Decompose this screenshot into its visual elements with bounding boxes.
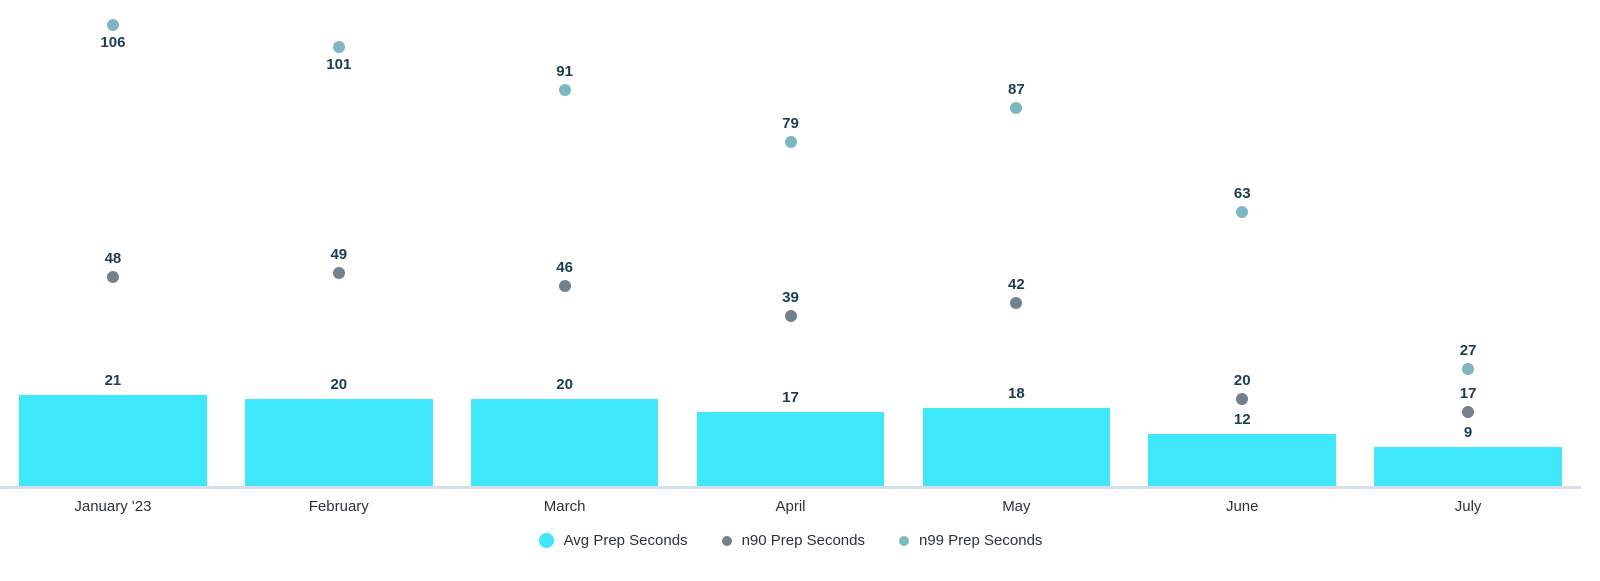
legend-item-n99-prep-seconds[interactable]: n99 Prep Seconds — [898, 532, 1043, 549]
legend-item-n90-prep-seconds[interactable]: n90 Prep Seconds — [721, 532, 865, 549]
n90-prep-seconds-dot[interactable] — [1236, 393, 1249, 405]
n99-prep-seconds-value-label: 101 — [326, 55, 352, 73]
avg-prep-seconds-bar[interactable] — [470, 399, 659, 486]
chart-column: 18 42 87 — [903, 0, 1129, 489]
chart-column: 21 48 106 — [0, 0, 226, 489]
chart-column: 20 49 101 — [226, 0, 452, 489]
n90-prep-seconds-value-label: 17 — [1459, 385, 1477, 403]
x-axis-label: April — [775, 498, 806, 515]
x-axis-line — [0, 486, 1581, 489]
chart-column: 12 20 63 — [1129, 0, 1355, 489]
legend-label: Avg Prep Seconds — [563, 532, 688, 549]
avg-prep-seconds-bar[interactable] — [1148, 433, 1336, 486]
n99-prep-seconds-legend-marker — [898, 535, 909, 546]
n99-prep-seconds-value-label: 87 — [1008, 80, 1025, 98]
avg-prep-seconds-bar[interactable] — [245, 399, 433, 486]
plot-area: 21 48 106 20 49 101 20 46 91 17 39 79 18 42 87 12 20 63 9 1… — [0, 0, 1581, 489]
n99-prep-seconds-dot[interactable] — [558, 84, 571, 97]
avg-prep-seconds-value-label: 20 — [330, 376, 348, 393]
x-axis-label: May — [1002, 498, 1031, 515]
legend: Avg Prep Seconds n90 Prep Seconds n99 Prep… — [0, 532, 1581, 549]
n90-prep-seconds-value-label: 20 — [1233, 372, 1251, 389]
avg-prep-seconds-bar[interactable] — [922, 407, 1111, 486]
avg-prep-seconds-value-label: 17 — [782, 389, 799, 407]
n99-prep-seconds-value-label: 63 — [1233, 184, 1251, 202]
avg-prep-seconds-bar[interactable] — [1374, 446, 1562, 486]
n90-prep-seconds-value-label: 42 — [1008, 276, 1025, 294]
n99-prep-seconds-dot[interactable] — [1010, 101, 1023, 114]
legend-item-avg-prep-seconds[interactable]: Avg Prep Seconds — [538, 532, 688, 549]
n99-prep-seconds-dot[interactable] — [1236, 205, 1249, 218]
n90-prep-seconds-dot[interactable] — [332, 266, 345, 279]
avg-prep-seconds-bar[interactable] — [19, 394, 207, 486]
n90-prep-seconds-value-label: 49 — [330, 245, 348, 263]
n90-prep-seconds-value-label: 46 — [556, 258, 573, 276]
n99-prep-seconds-dot[interactable] — [1462, 362, 1475, 375]
n99-prep-seconds-value-label: 91 — [556, 63, 573, 81]
prep-seconds-chart: 21 48 106 20 49 101 20 46 91 17 39 79 18 42 87 12 20 63 9 1… — [0, 0, 1581, 549]
avg-prep-seconds-value-label: 20 — [556, 376, 573, 393]
n99-prep-seconds-dot[interactable] — [106, 18, 119, 31]
n90-prep-seconds-dot[interactable] — [1010, 297, 1023, 310]
chart-column: 9 17 27 — [1355, 0, 1581, 489]
n90-prep-seconds-dot[interactable] — [1462, 406, 1475, 419]
chart-column: 17 39 79 — [678, 0, 904, 489]
n99-prep-seconds-value-label: 79 — [782, 115, 799, 133]
n99-prep-seconds-dot[interactable] — [332, 40, 345, 53]
n90-prep-seconds-dot[interactable] — [558, 279, 571, 292]
x-axis-label: July — [1454, 498, 1482, 515]
n90-prep-seconds-legend-marker — [721, 535, 732, 546]
legend-label: n90 Prep Seconds — [741, 532, 865, 549]
avg-prep-seconds-value-label: 18 — [1008, 384, 1025, 402]
legend-label: n99 Prep Seconds — [918, 532, 1043, 549]
chart-column: 20 46 91 — [452, 0, 678, 489]
x-axis-label: January '23 — [74, 498, 152, 515]
n90-prep-seconds-dot[interactable] — [106, 271, 119, 284]
avg-prep-seconds-bar[interactable] — [696, 412, 885, 486]
avg-prep-seconds-legend-marker — [538, 533, 554, 548]
n90-prep-seconds-dot[interactable] — [784, 310, 797, 323]
chart-columns: 21 48 106 20 49 101 20 46 91 17 39 79 18 42 87 12 20 63 9 1… — [0, 0, 1581, 489]
avg-prep-seconds-value-label: 21 — [104, 371, 122, 389]
x-axis-label: June — [1225, 498, 1259, 515]
avg-prep-seconds-value-label: 9 — [1463, 423, 1473, 441]
n99-prep-seconds-value-label: 27 — [1459, 341, 1477, 359]
avg-prep-seconds-value-label: 12 — [1233, 410, 1251, 428]
x-axis-labels: January '23 February March April May June July — [0, 489, 1581, 515]
n99-prep-seconds-value-label: 106 — [100, 33, 126, 51]
n90-prep-seconds-value-label: 39 — [782, 289, 799, 307]
n90-prep-seconds-value-label: 48 — [104, 250, 122, 268]
x-axis-label: March — [543, 498, 586, 515]
n99-prep-seconds-dot[interactable] — [784, 136, 797, 149]
x-axis-label: February — [308, 498, 369, 515]
